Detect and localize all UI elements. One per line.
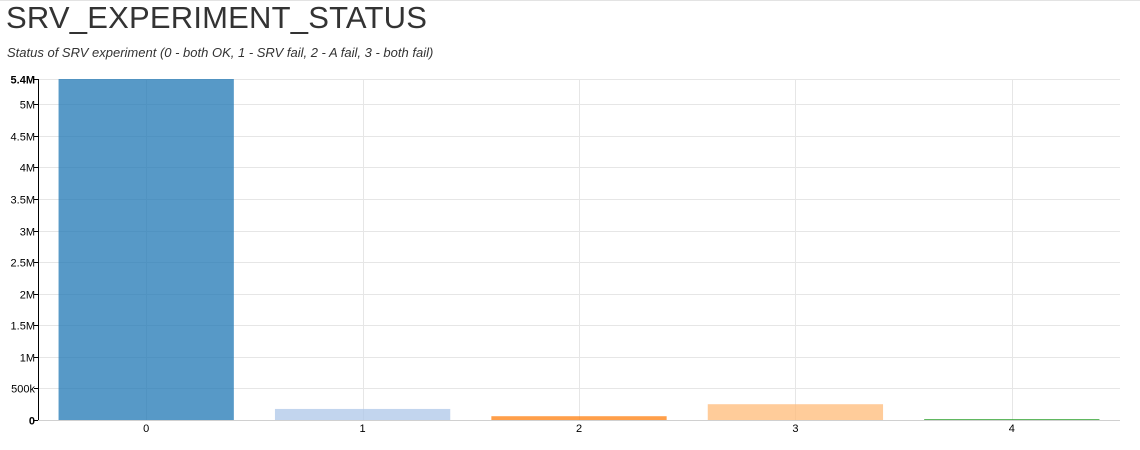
bar-3[interactable] (707, 404, 884, 420)
bar-2[interactable] (491, 416, 667, 420)
y-tick-label: 0 (29, 416, 35, 428)
bar-1[interactable] (274, 408, 451, 420)
top-divider (0, 0, 1140, 1)
y-tick-label: 3M (20, 227, 35, 239)
y-tick-label: 5.4M (11, 75, 35, 87)
y-tick-label: 2.5M (11, 258, 35, 270)
chart-title: SRV_EXPERIMENT_STATUS (6, 0, 428, 35)
x-tick-label: 1 (360, 423, 366, 435)
bar-4[interactable] (924, 419, 1100, 420)
x-tick-label: 0 (143, 423, 149, 435)
y-tick-label: 500k (11, 384, 35, 396)
y-tick-label: 1M (20, 353, 35, 365)
y-tick-label: 1.5M (11, 321, 35, 333)
y-tick-label: 5M (20, 100, 35, 112)
y-tick-label: 4M (20, 163, 35, 175)
x-axis: 0 1 2 3 4 (38, 420, 1120, 435)
x-tick-label: 2 (576, 423, 582, 435)
y-tick-label: 4.5M (11, 132, 35, 144)
x-tick-label: 3 (792, 423, 798, 435)
x-tick-label: 4 (1009, 423, 1015, 435)
y-tick-label: 2M (20, 290, 35, 302)
y-tick-label: 3.5M (11, 195, 35, 207)
bar-0[interactable] (58, 79, 234, 420)
y-axis: 0 500k 1M 1.5M 2M 2.5M 3M 3.5M 4M 4.5M 5M 5.4M (11, 75, 39, 428)
chart-subtitle: Status of SRV experiment (0 - both OK, 1… (7, 45, 434, 60)
bars (58, 79, 1100, 420)
